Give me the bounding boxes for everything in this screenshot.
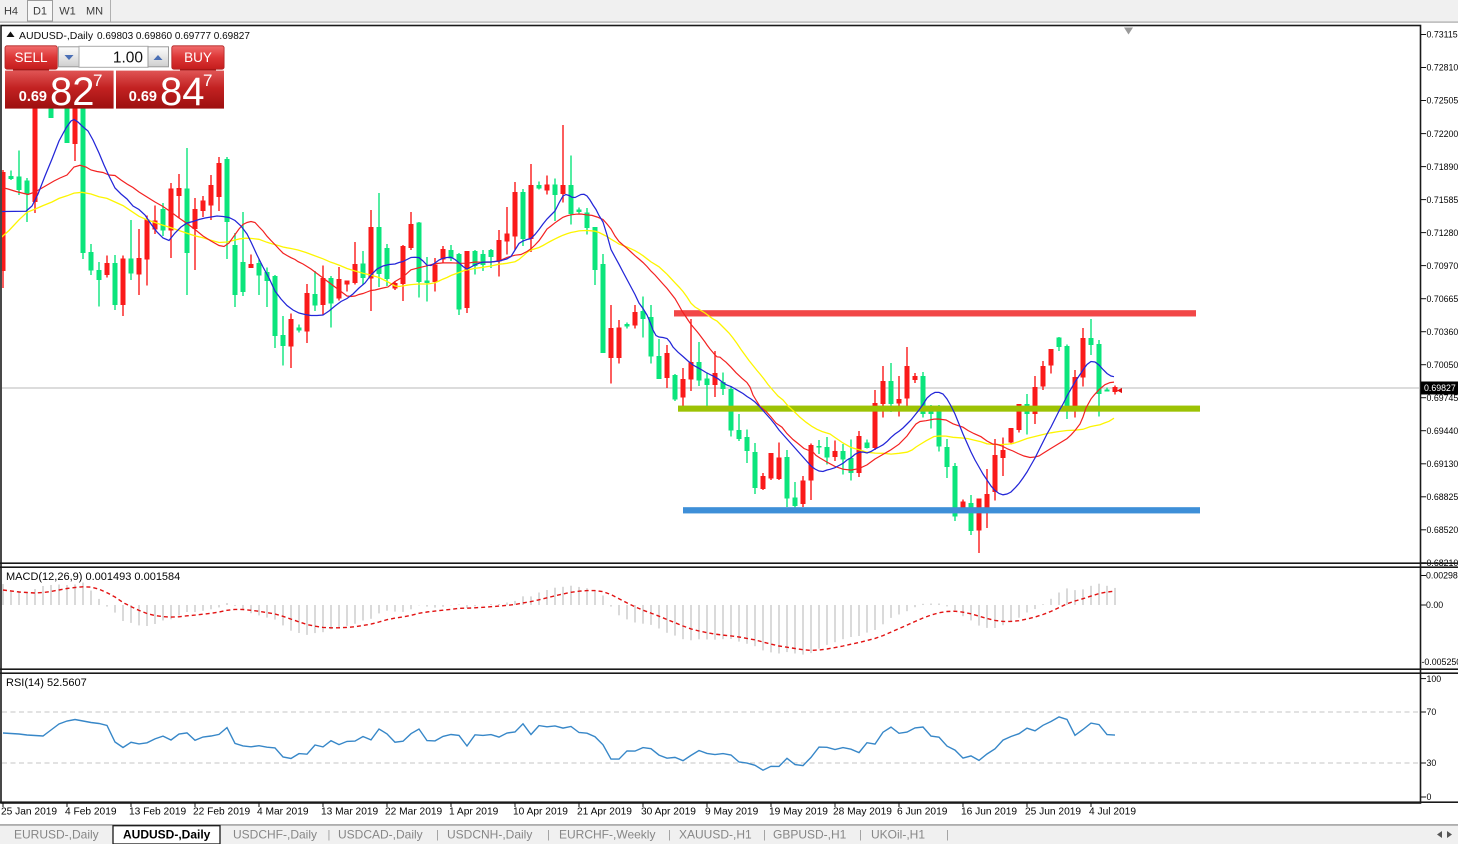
svg-text:4 Mar 2019: 4 Mar 2019 xyxy=(257,807,309,818)
svg-text:25 Jun 2019: 25 Jun 2019 xyxy=(1025,807,1081,818)
svg-text:7: 7 xyxy=(93,71,102,90)
svg-text:-0.005250: -0.005250 xyxy=(1422,657,1458,667)
svg-text:EURCHF-,Weekly: EURCHF-,Weekly xyxy=(559,828,655,842)
svg-text:7: 7 xyxy=(203,71,212,90)
svg-text:MN: MN xyxy=(86,6,103,18)
svg-text:BUY: BUY xyxy=(184,50,212,65)
svg-text:30 Apr 2019: 30 Apr 2019 xyxy=(641,807,696,818)
svg-text:28 May 2019: 28 May 2019 xyxy=(833,807,892,818)
svg-text:|: | xyxy=(328,829,331,841)
svg-text:0.69440: 0.69440 xyxy=(1427,426,1458,436)
svg-text:|: | xyxy=(763,829,766,841)
svg-text:XAUUSD-,H1: XAUUSD-,H1 xyxy=(679,828,752,842)
svg-text:H4: H4 xyxy=(4,6,18,18)
svg-text:0.72810: 0.72810 xyxy=(1427,63,1458,73)
svg-text:4 Jul 2019: 4 Jul 2019 xyxy=(1089,807,1136,818)
svg-text:GBPUSD-,H1: GBPUSD-,H1 xyxy=(773,828,847,842)
svg-text:0.70050: 0.70050 xyxy=(1427,360,1458,370)
svg-text:UKOil-,H1: UKOil-,H1 xyxy=(871,828,925,842)
svg-text:SELL: SELL xyxy=(14,50,48,65)
svg-text:|: | xyxy=(547,829,550,841)
svg-text:10 Apr 2019: 10 Apr 2019 xyxy=(513,807,568,818)
svg-text:0.70665: 0.70665 xyxy=(1427,294,1458,304)
svg-text:0.69827: 0.69827 xyxy=(1424,383,1456,393)
svg-text:0.69745: 0.69745 xyxy=(1427,393,1458,403)
svg-text:30: 30 xyxy=(1427,758,1437,768)
svg-text:1 Apr 2019: 1 Apr 2019 xyxy=(449,807,499,818)
svg-text:|: | xyxy=(436,829,439,841)
svg-text:19 May 2019: 19 May 2019 xyxy=(769,807,828,818)
svg-text:22 Mar 2019: 22 Mar 2019 xyxy=(385,807,443,818)
svg-text:13 Mar 2019: 13 Mar 2019 xyxy=(321,807,379,818)
svg-text:EURUSD-,Daily: EURUSD-,Daily xyxy=(14,828,99,842)
svg-text:25 Jan 2019: 25 Jan 2019 xyxy=(1,807,57,818)
svg-text:9 May 2019: 9 May 2019 xyxy=(705,807,759,818)
svg-text:0.002984: 0.002984 xyxy=(1426,571,1458,581)
svg-text:|: | xyxy=(668,829,671,841)
svg-text:0.69130: 0.69130 xyxy=(1427,459,1458,469)
svg-text:21 Apr 2019: 21 Apr 2019 xyxy=(577,807,632,818)
svg-text:AUDUSD-,Daily: AUDUSD-,Daily xyxy=(123,828,211,842)
svg-text:0.69: 0.69 xyxy=(19,89,47,105)
svg-text:13 Feb 2019: 13 Feb 2019 xyxy=(129,807,187,818)
svg-text:USDCNH-,Daily: USDCNH-,Daily xyxy=(447,828,532,842)
svg-text:RSI(14) 52.5607: RSI(14) 52.5607 xyxy=(6,677,87,689)
svg-text:0.72505: 0.72505 xyxy=(1427,96,1458,106)
svg-text:4 Feb 2019: 4 Feb 2019 xyxy=(65,807,117,818)
svg-text:D1: D1 xyxy=(33,6,47,18)
svg-text:USDCAD-,Daily: USDCAD-,Daily xyxy=(338,828,423,842)
svg-text:82: 82 xyxy=(50,70,95,114)
svg-text:0.69: 0.69 xyxy=(129,89,157,105)
svg-text:|: | xyxy=(859,829,862,841)
svg-text:AUDUSD-,Daily: AUDUSD-,Daily xyxy=(19,30,94,42)
svg-text:0.71585: 0.71585 xyxy=(1427,195,1458,205)
svg-text:0.70360: 0.70360 xyxy=(1427,327,1458,337)
svg-text:84: 84 xyxy=(160,70,205,114)
svg-text:0.73115: 0.73115 xyxy=(1427,30,1458,40)
svg-text:6 Jun 2019: 6 Jun 2019 xyxy=(897,807,948,818)
svg-text:0.72200: 0.72200 xyxy=(1427,129,1458,139)
svg-text:0.70970: 0.70970 xyxy=(1427,261,1458,271)
svg-text:16 Jun 2019: 16 Jun 2019 xyxy=(961,807,1017,818)
svg-text:1.00: 1.00 xyxy=(113,50,144,67)
svg-text:100: 100 xyxy=(1427,674,1442,684)
svg-text:70: 70 xyxy=(1427,707,1437,717)
svg-text:MACD(12,26,9) 0.001493 0.00158: MACD(12,26,9) 0.001493 0.001584 xyxy=(6,571,180,583)
svg-text:0.68520: 0.68520 xyxy=(1427,525,1458,535)
svg-text:0: 0 xyxy=(1427,792,1432,802)
svg-text:0.71280: 0.71280 xyxy=(1427,228,1458,238)
svg-text:0.71890: 0.71890 xyxy=(1427,162,1458,172)
svg-text:22 Feb 2019: 22 Feb 2019 xyxy=(193,807,251,818)
svg-text:0.00: 0.00 xyxy=(1426,600,1443,610)
svg-text:USDCHF-,Daily: USDCHF-,Daily xyxy=(233,828,317,842)
svg-text:0.69803 0.69860 0.69777 0.6982: 0.69803 0.69860 0.69777 0.69827 xyxy=(97,31,250,42)
svg-text:|: | xyxy=(946,829,949,841)
svg-text:W1: W1 xyxy=(59,6,76,18)
svg-text:0.68825: 0.68825 xyxy=(1427,492,1458,502)
